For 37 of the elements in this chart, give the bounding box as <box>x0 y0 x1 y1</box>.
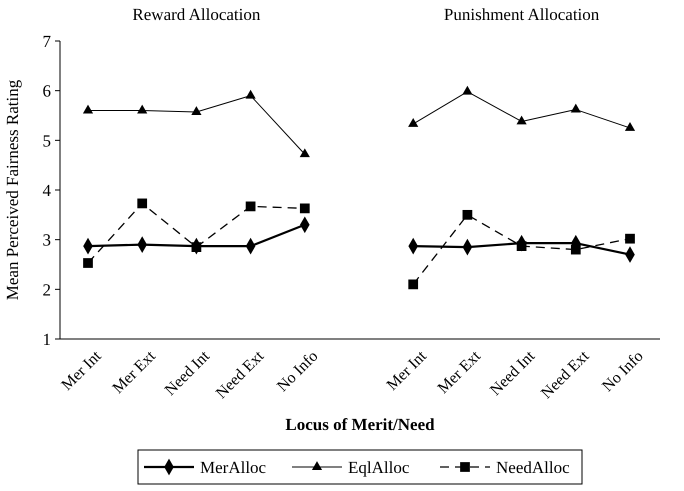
point <box>300 204 310 214</box>
point <box>137 104 148 114</box>
text: Punishment Allocation <box>444 5 600 24</box>
x-tick-label: No Info <box>274 348 322 396</box>
point <box>83 258 93 268</box>
point <box>137 198 148 208</box>
x-tick-label: Mer Int <box>384 347 430 394</box>
point <box>82 104 94 114</box>
legend-label: NeedAlloc <box>496 458 570 477</box>
point <box>570 104 581 112</box>
point <box>246 90 256 99</box>
x-tick-label: No Info <box>599 348 647 396</box>
point <box>516 116 527 124</box>
x-tick-label: Mer Ext <box>110 347 160 398</box>
point <box>624 122 636 131</box>
point <box>408 279 418 290</box>
x-axis-title: Locus of Merit/Need <box>285 415 436 434</box>
y-tick-label: 5 <box>42 131 51 150</box>
y-tick-label: 1 <box>42 330 51 349</box>
y-tick-label: 6 <box>42 82 51 101</box>
text: Reward Allocation <box>132 5 261 24</box>
legend-label: EqlAlloc <box>348 458 410 477</box>
point <box>246 202 256 212</box>
point <box>300 148 310 158</box>
point <box>625 234 635 244</box>
y-tick-label: 4 <box>42 180 52 200</box>
legend-label: MerAlloc <box>200 458 267 477</box>
y-tick-label: 2 <box>42 280 51 300</box>
point <box>462 210 472 220</box>
y-tick-label: 3 <box>42 230 51 250</box>
point <box>408 118 418 127</box>
point <box>462 86 472 95</box>
x-tick-label: Mer Int <box>58 347 106 394</box>
y-axis-title: Mean Perceived Fairness Rating <box>3 79 22 300</box>
point <box>191 106 202 115</box>
y-tick-label: 7 <box>42 32 52 51</box>
x-tick-label: Mer Ext <box>434 347 485 398</box>
